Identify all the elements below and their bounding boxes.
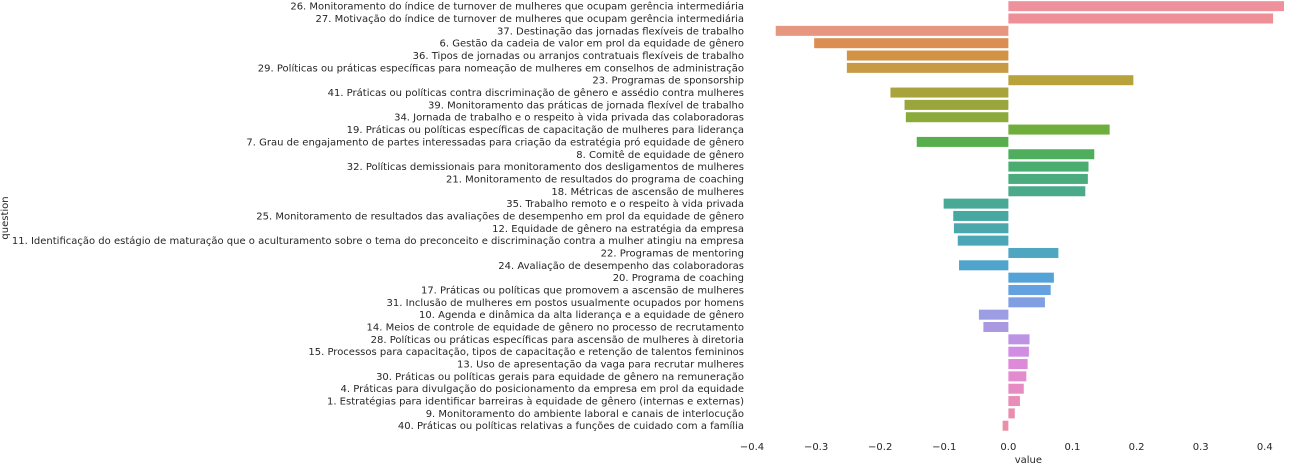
bar-28 <box>1008 334 1030 345</box>
bar-15 <box>1008 173 1088 184</box>
category-label: 13. Uso de apresentação da vaga para rec… <box>457 360 744 371</box>
category-label: 17. Práticas ou políticas que promovem a… <box>421 284 744 296</box>
x-tick-label: 0.0 <box>1000 442 1016 453</box>
category-label: 10. Agenda e dinâmica da alta liderança … <box>419 309 744 321</box>
category-label: 12. Equidade de gênero na estratégia da … <box>492 223 744 235</box>
bar-10 <box>905 112 1009 123</box>
category-label: 4. Práticas para divulgação do posiciona… <box>341 383 744 395</box>
category-label: 30. Práticas ou políticas gerais para eq… <box>376 371 744 383</box>
category-label: 19. Práticas ou políticas específicas de… <box>347 124 744 136</box>
category-label: 6. Gestão da cadeia de valor em prol da … <box>440 38 744 50</box>
bar-32 <box>1008 383 1024 394</box>
bar-35 <box>1002 420 1009 431</box>
category-label: 40. Práticas ou políticas relativas a fu… <box>398 420 744 432</box>
category-label: 34. Jornada de trabalho e o respeito à v… <box>394 112 744 124</box>
bar-9 <box>904 99 1009 110</box>
bar-34 <box>1008 408 1015 419</box>
bars-group <box>775 1 1284 431</box>
category-label: 21. Monitoramento de resultados do progr… <box>446 174 744 185</box>
category-label: 35. Trabalho remoto e o respeito à vida … <box>506 198 744 210</box>
bar-4 <box>814 38 1009 49</box>
bar-6 <box>846 62 1009 73</box>
x-tick-label: 0.2 <box>1129 442 1145 453</box>
x-tick-labels: −0.4 −0.3 −0.2 −0.1 0.0 0.1 0.2 0.3 0.4 <box>740 442 1273 453</box>
category-label: 39. Monitoramento das práticas de jornad… <box>428 99 744 111</box>
bar-5 <box>846 50 1009 61</box>
bar-18 <box>953 210 1009 221</box>
category-label: 29. Políticas ou práticas específicas pa… <box>258 62 744 74</box>
x-tick-label: −0.3 <box>804 442 828 453</box>
category-label: 31. Inclusão de mulheres em postos usual… <box>387 298 744 309</box>
bar-1 <box>1008 1 1284 12</box>
bar-7 <box>1008 75 1134 86</box>
bar-8 <box>890 87 1009 98</box>
category-label: 1. Estratégias para identificar barreira… <box>327 396 744 408</box>
bar-33 <box>1008 396 1020 407</box>
x-tick-label: 0.3 <box>1193 442 1209 453</box>
bar-3 <box>775 25 1009 36</box>
bar-25 <box>1008 297 1045 308</box>
x-tick-label: −0.4 <box>740 442 764 453</box>
category-label: 28. Políticas ou práticas específicas pa… <box>371 334 744 346</box>
bar-19 <box>953 223 1009 234</box>
bar-22 <box>959 260 1009 271</box>
x-tick-label: 0.1 <box>1065 442 1081 453</box>
category-label: 26. Monitoramento do índice de turnover … <box>290 1 744 13</box>
category-label: 24. Avaliação de desempenho das colabora… <box>498 261 744 272</box>
bar-16 <box>1008 186 1086 197</box>
bar-13 <box>1008 149 1095 160</box>
category-label: 15. Processos para capacitação, tipos de… <box>308 347 744 358</box>
bar-26 <box>978 309 1009 320</box>
category-label: 9. Monitoramento do ambiente laboral e c… <box>426 409 744 420</box>
category-label: 22. Programas de mentoring <box>601 248 744 259</box>
bar-30 <box>1008 359 1028 370</box>
y-axis-label: question <box>0 196 11 239</box>
category-label: 23. Programas de sponsorship <box>592 76 744 87</box>
category-label: 8. Comitê de equidade de gênero <box>576 149 744 161</box>
category-label: 11. Identificação do estágio de maturaçã… <box>12 235 744 247</box>
bar-17 <box>943 198 1009 209</box>
category-label: 25. Monitoramento de resultados das aval… <box>256 210 744 222</box>
category-label: 36. Tipos de jornadas ou arranjos contra… <box>413 50 744 62</box>
category-label: 27. Motivação do índice de turnover de m… <box>316 13 744 25</box>
bar-31 <box>1008 371 1027 382</box>
bar-27 <box>983 322 1009 333</box>
bar-2 <box>1008 13 1274 24</box>
bar-21 <box>1008 247 1059 258</box>
category-labels: 26. Monitoramento do índice de turnover … <box>12 1 744 433</box>
category-label: 7. Grau de engajamento de partes interes… <box>246 136 744 148</box>
category-label: 20. Programa de coaching <box>613 273 744 284</box>
category-label: 37. Destinação das jornadas flexíveis de… <box>497 25 744 37</box>
x-tick-label: 0.4 <box>1257 442 1273 453</box>
bar-14 <box>1008 161 1089 172</box>
bar-12 <box>916 136 1009 147</box>
x-axis-label: value <box>1015 455 1042 465</box>
x-tick-label: −0.1 <box>932 442 956 453</box>
category-label: 41. Práticas ou políticas contra discrim… <box>328 87 744 99</box>
bar-24 <box>1008 284 1051 295</box>
category-label: 14. Meios de controle de equidade de gên… <box>367 322 744 334</box>
bar-20 <box>957 235 1009 246</box>
category-label: 18. Métricas de ascensão de mulheres <box>551 186 744 198</box>
bar-11 <box>1008 124 1110 135</box>
category-label: 32. Políticas demissionais para monitora… <box>347 161 744 173</box>
bar-29 <box>1008 346 1029 357</box>
x-tick-label: −0.2 <box>868 442 892 453</box>
bar-23 <box>1008 272 1054 283</box>
